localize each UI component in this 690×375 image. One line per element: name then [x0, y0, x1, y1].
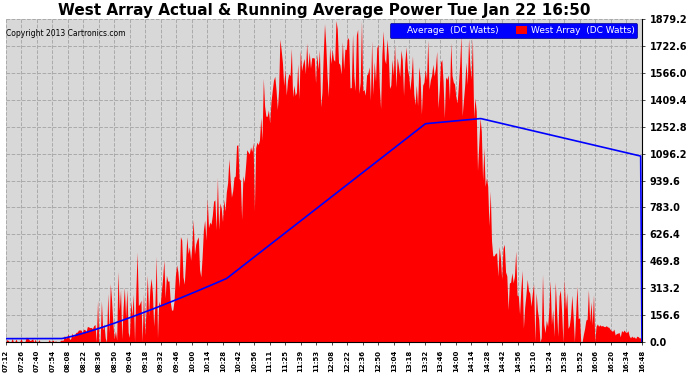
- Legend: Average  (DC Watts), West Array  (DC Watts): Average (DC Watts), West Array (DC Watts…: [390, 24, 638, 38]
- Text: Copyright 2013 Cartronics.com: Copyright 2013 Cartronics.com: [6, 28, 126, 38]
- Title: West Array Actual & Running Average Power Tue Jan 22 16:50: West Array Actual & Running Average Powe…: [58, 3, 590, 18]
